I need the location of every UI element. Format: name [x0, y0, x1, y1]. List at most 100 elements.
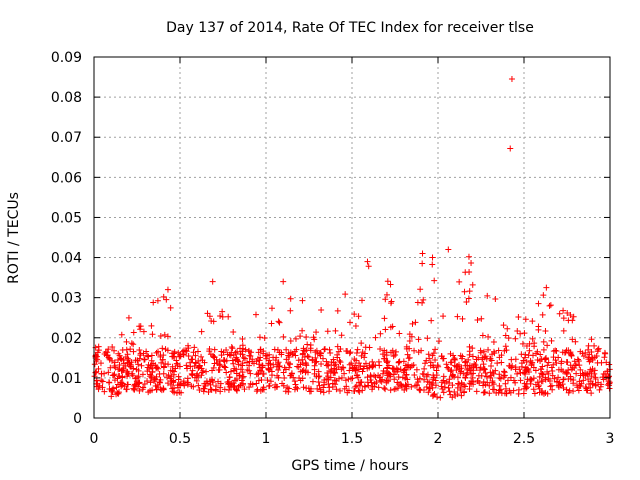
data-point [325, 373, 332, 380]
data-point [560, 307, 567, 314]
data-point [506, 363, 513, 370]
data-point [354, 346, 361, 353]
data-point [582, 384, 589, 391]
data-point [466, 351, 473, 358]
data-point [148, 352, 155, 359]
data-point [323, 358, 330, 365]
data-point [447, 350, 454, 357]
data-point [297, 333, 304, 340]
data-point [451, 389, 458, 396]
data-point [424, 335, 431, 342]
data-point [348, 360, 355, 367]
data-point [345, 387, 352, 394]
data-point [252, 311, 259, 318]
data-point [359, 297, 366, 304]
data-point [419, 250, 426, 257]
data-point [466, 269, 473, 276]
data-point [403, 371, 410, 378]
data-point [237, 345, 244, 352]
data-point [580, 353, 587, 360]
data-point [477, 347, 484, 354]
data-point [501, 372, 508, 379]
data-point [567, 350, 574, 357]
data-point [592, 374, 599, 381]
data-point [349, 364, 356, 371]
data-point [530, 375, 537, 382]
data-point [427, 385, 434, 392]
data-point [529, 335, 536, 342]
data-point [333, 377, 340, 384]
data-point [420, 296, 427, 303]
data-point [409, 320, 416, 327]
data-point [337, 387, 344, 394]
data-point [606, 380, 613, 387]
data-point [543, 354, 550, 361]
data-point [219, 308, 226, 315]
data-point [547, 302, 554, 309]
data-point [502, 332, 509, 339]
data-point [473, 388, 480, 395]
data-point [140, 328, 147, 335]
data-point [288, 370, 295, 377]
data-point [246, 384, 253, 391]
data-point [149, 331, 156, 338]
data-point [153, 349, 160, 356]
data-point [123, 346, 130, 353]
data-point [387, 387, 394, 394]
data-point [111, 347, 118, 354]
data-point [580, 377, 587, 384]
data-point [479, 356, 486, 363]
data-point [258, 377, 265, 384]
data-point [381, 385, 388, 392]
data-point [540, 292, 547, 299]
data-point [316, 382, 323, 389]
data-point [496, 354, 503, 361]
data-point [184, 381, 191, 388]
data-point [462, 375, 469, 382]
data-point [389, 347, 396, 354]
data-point [501, 347, 508, 354]
y-tick-label: 0.01 [51, 371, 82, 387]
data-point [101, 388, 108, 395]
data-point [484, 292, 491, 299]
data-point [369, 363, 376, 370]
data-point [239, 335, 246, 342]
data-point [414, 376, 421, 383]
data-point [482, 370, 489, 377]
data-point [240, 354, 247, 361]
data-point [429, 261, 436, 268]
data-point [383, 291, 390, 298]
data-point [317, 349, 324, 356]
data-point [507, 374, 514, 381]
data-point [591, 367, 598, 374]
data-point [233, 385, 240, 392]
data-point [309, 378, 316, 385]
data-point [537, 351, 544, 358]
data-point [161, 331, 168, 338]
data-point [107, 364, 114, 371]
data-point [105, 369, 112, 376]
data-point [436, 338, 443, 345]
data-point [266, 351, 273, 358]
data-point [438, 379, 445, 386]
data-point [496, 382, 503, 389]
data-point [163, 296, 170, 303]
data-point [445, 365, 452, 372]
data-point [364, 258, 371, 265]
data-point [227, 352, 234, 359]
data-point [465, 295, 472, 302]
data-point [247, 370, 254, 377]
data-point [520, 390, 527, 397]
data-point [394, 368, 401, 375]
data-point [102, 349, 109, 356]
data-point [244, 366, 251, 373]
data-point [532, 367, 539, 374]
data-point [342, 377, 349, 384]
data-point [584, 387, 591, 394]
data-point [223, 357, 230, 364]
data-point [360, 365, 367, 372]
data-point [425, 351, 432, 358]
data-point [356, 382, 363, 389]
data-point [347, 349, 354, 356]
data-point [423, 384, 430, 391]
